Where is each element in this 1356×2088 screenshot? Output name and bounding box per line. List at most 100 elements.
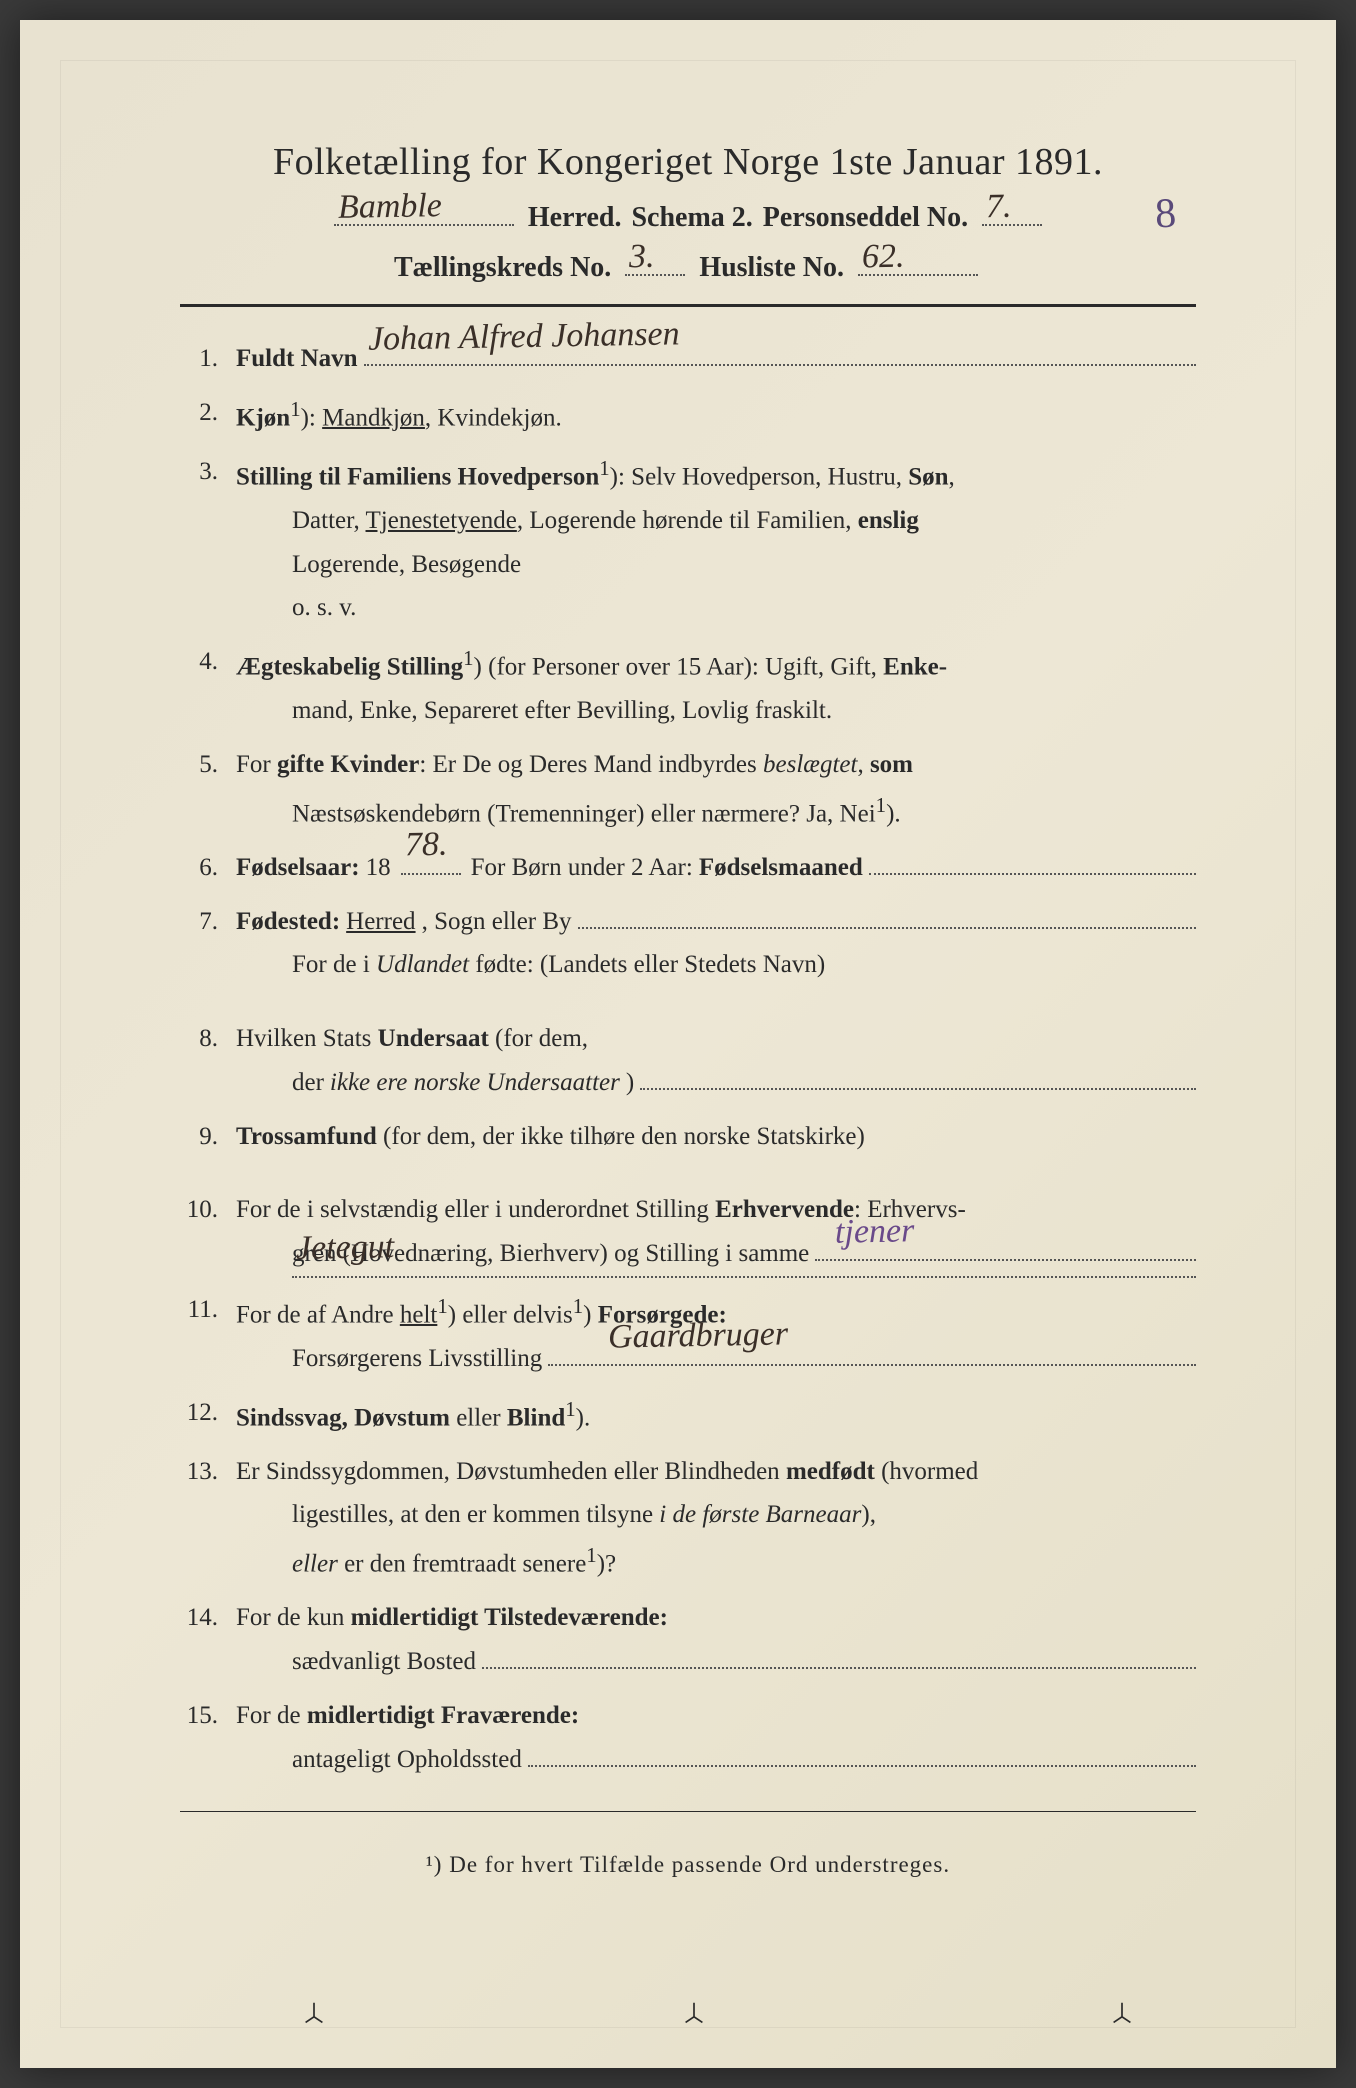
item-10: 10. For de i selvstændig eller i underor… (180, 1188, 1196, 1278)
item-7: 7. Fødested: Herred, Sogn eller By For d… (180, 900, 1196, 988)
text-bold: Fødselsmaaned (699, 846, 863, 890)
text: Hvilken Stats (236, 1025, 378, 1052)
spacer (180, 997, 1196, 1017)
item-7-label: Fødested: (236, 900, 340, 944)
item-14: 14. For de kun midlertidigt Tilstedevære… (180, 1596, 1196, 1684)
occupation-hw2: tjener (835, 1201, 915, 1262)
text: ), (861, 1501, 876, 1528)
item-num: 11. (180, 1288, 236, 1381)
item-2-rest: , Kvindekjøn. (425, 404, 562, 431)
item-10-line3: Jetegut (236, 1276, 1196, 1278)
item-5-line2: Næstsøskendebørn (Tremenninger) eller næ… (236, 787, 1196, 836)
item-6-label: Fødselsaar: (236, 846, 360, 890)
herred-handwriting: Bamble (338, 187, 443, 227)
text: Er Sindssygdommen, Døvstumheden eller Bl… (236, 1458, 786, 1485)
item-4-label: Ægteskabelig Stilling (236, 653, 463, 680)
text: ) (583, 1301, 598, 1328)
item-13-line3: eller er den fremtraadt senere1)? (236, 1537, 1196, 1586)
sup: 1 (290, 397, 300, 421)
text: er den fremtraadt senere (338, 1551, 586, 1578)
text: sædvanligt Bosted (292, 1640, 476, 1684)
sup: 1 (437, 1294, 447, 1318)
item-8-line2: der ikke ere norske Undersaatter) (236, 1061, 1196, 1105)
text: (for dem, der ikke tilhøre den norske St… (377, 1123, 865, 1150)
item-15-line2: antageligt Opholdssted (236, 1738, 1196, 1782)
residence-fill (482, 1667, 1196, 1669)
text: fødte: (Landets eller Stedets Navn) (469, 951, 825, 978)
text: , Sogn eller By (422, 900, 572, 944)
main-title: Folketælling for Kongeriget Norge 1ste J… (180, 140, 1196, 184)
item-num: 4. (180, 640, 236, 733)
text-bold: midlertidigt Tilstedeværende: (351, 1604, 668, 1631)
month-fill (869, 873, 1196, 875)
item-8: 8. Hvilken Stats Undersaat (for dem, der… (180, 1017, 1196, 1105)
header-block: Folketælling for Kongeriget Norge 1ste J… (180, 140, 1196, 284)
item-num: 5. (180, 743, 236, 836)
text-bold: gifte Kvinder (277, 751, 419, 778)
year-prefix: 18 (366, 846, 391, 890)
item-num: 9. (180, 1115, 236, 1159)
person-no-fill: 7. (982, 224, 1042, 226)
text: , Logerende hørende til Familien, (517, 507, 858, 534)
husliste-label: Husliste No. (699, 252, 844, 284)
item-3-line3: Logerende, Besøgende (236, 543, 1196, 587)
item-1-label: Fuldt Navn (236, 337, 358, 381)
item-4: 4. Ægteskabelig Stilling1) (for Personer… (180, 640, 1196, 733)
sup: 1 (876, 793, 886, 817)
item-3-line2: Datter, Tjenestetyende, Logerende hørend… (236, 499, 1196, 543)
form-items: 1. Fuldt Navn Johan Alfred Johansen 2. K… (180, 337, 1196, 1781)
item-7-line2: For de i Udlandet fødte: (Landets eller … (236, 943, 1196, 987)
birthplace-fill (578, 927, 1196, 929)
item-2-underlined: Mandkjøn (322, 404, 425, 431)
text-bold: Erhvervende (715, 1196, 854, 1223)
item-1-handwriting: Johan Alfred Johansen (367, 304, 680, 369)
text-bold: som (870, 751, 913, 778)
item-3: 3. Stilling til Familiens Hovedperson1):… (180, 450, 1196, 630)
text: : Er De og Deres Mand indbyrdes (419, 751, 763, 778)
text-italic: beslægtet (763, 751, 857, 778)
sup: 1 (565, 1397, 575, 1421)
text-bold: Blind (507, 1404, 565, 1431)
year-fill: 78. (401, 873, 461, 875)
person-no-handwriting: 7. (986, 188, 1012, 226)
binding-pin-icon (1108, 2000, 1136, 2028)
text: der (292, 1061, 324, 1105)
item-13: 13. Er Sindssygdommen, Døvstumheden elle… (180, 1450, 1196, 1587)
text-bold: Enke- (883, 653, 947, 680)
text: Datter, (292, 507, 366, 534)
sup: 1 (463, 646, 473, 670)
item-5: 5. For gifte Kvinder: Er De og Deres Man… (180, 743, 1196, 836)
text: ). (886, 800, 901, 827)
text: ) (for Personer over 15 Aar): Ugift, Gif… (474, 653, 884, 680)
item-num: 2. (180, 391, 236, 440)
divider-top (180, 304, 1196, 307)
husliste-no-handwriting: 62. (862, 238, 905, 277)
year-handwriting: 78. (404, 815, 448, 875)
census-form-page: Folketælling for Kongeriget Norge 1ste J… (20, 20, 1336, 2068)
item-num: 13. (180, 1450, 236, 1587)
text: For de af Andre (236, 1301, 400, 1328)
text-underlined: helt (400, 1301, 438, 1328)
text-bold: medfødt (786, 1458, 875, 1485)
item-14-line2: sædvanligt Bosted (236, 1640, 1196, 1684)
text: ). (576, 1404, 591, 1431)
item-2: 2. Kjøn1): Mandkjøn, Kvindekjøn. (180, 391, 1196, 440)
herred-label: Herred. (528, 202, 622, 234)
item-15: 15. For de midlertidigt Fraværende: anta… (180, 1694, 1196, 1782)
item-11-line2: Forsørgerens Livsstilling Gaardbruger (236, 1337, 1196, 1381)
text: ): Selv Hovedperson, Hustru, (610, 463, 909, 490)
text-italic: ikke ere norske Undersaatter (330, 1061, 620, 1105)
item-num: 10. (180, 1188, 236, 1278)
footnote: ¹) De for hvert Tilfælde passende Ord un… (180, 1852, 1196, 1878)
kreds-label: Tællingskreds No. (394, 252, 611, 284)
whereabouts-fill (528, 1765, 1196, 1767)
text: (for dem, (489, 1025, 588, 1052)
text-bold: Trossamfund (236, 1123, 377, 1150)
herred-line: Bamble Herred. Schema 2. Personseddel No… (180, 202, 1196, 234)
kreds-no-fill: 3. (625, 274, 685, 276)
text: ) (626, 1061, 634, 1105)
text-bold: enslig (858, 507, 919, 534)
text: ligestilles, at den er kommen tilsyne (292, 1501, 659, 1528)
text: )? (597, 1551, 616, 1578)
binding-pin-icon (300, 2000, 328, 2028)
